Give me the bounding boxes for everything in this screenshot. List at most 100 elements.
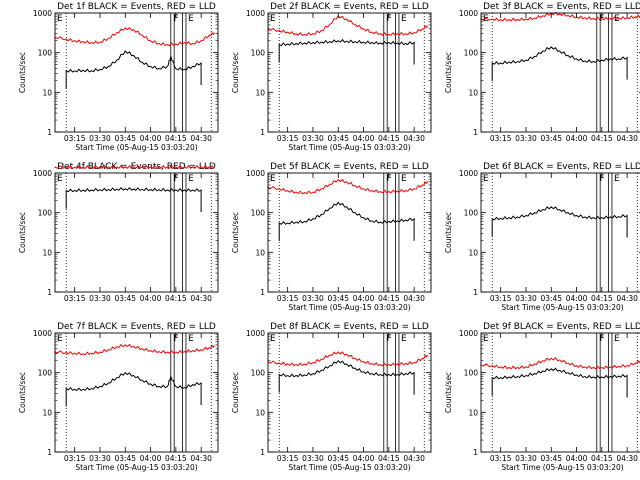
flag-label: E — [614, 174, 620, 184]
plot-frame — [54, 12, 219, 133]
x-tick-label: 04:00 — [566, 294, 588, 303]
x-tick-label: 04:30 — [616, 454, 638, 463]
x-tick-label: 04:30 — [403, 454, 425, 463]
y-tick-label: 1000 — [33, 9, 52, 18]
panel-title: Det 7f BLACK = Events, RED = LLD — [57, 322, 216, 332]
x-tick-label: 04:15 — [591, 294, 613, 303]
x-tick-label: 04:30 — [403, 134, 425, 143]
flag-label: E — [57, 334, 63, 344]
flag-label: F — [173, 14, 178, 24]
y-tick-label: 100 — [251, 49, 266, 58]
y-axis-label: Counts/sec — [18, 52, 27, 93]
y-tick-label: 100 — [38, 49, 53, 58]
x-tick-label: 04:30 — [616, 134, 638, 143]
y-tick-label: 10 — [255, 248, 265, 257]
series-events — [278, 359, 415, 395]
y-axis-label: Counts/sec — [231, 52, 240, 93]
panel-det-4f: Det 4f BLACK = Events, RED = LLDCounts/s… — [18, 162, 219, 303]
y-tick-label: 1000 — [33, 169, 52, 178]
y-axis-label: Counts/sec — [231, 212, 240, 253]
flag-label: F — [599, 174, 604, 184]
x-tick-label: 03:30 — [302, 134, 324, 143]
x-tick-label: 04:00 — [566, 454, 588, 463]
y-axis-label: Counts/sec — [444, 372, 453, 413]
x-tick-label: 03:45 — [327, 134, 349, 143]
x-tick-label: 03:30 — [89, 134, 111, 143]
x-tick-label: 03:15 — [277, 454, 299, 463]
series-lld — [54, 343, 216, 356]
panel-det-9f: Det 9f BLACK = Events, RED = LLD Counts/s… — [444, 322, 640, 472]
y-tick-label: 100 — [464, 49, 479, 58]
x-axis-label: Start Time (05-Aug-15 03:03:20) — [501, 303, 623, 312]
y-tick-label: 1 — [47, 288, 52, 297]
series-events — [278, 201, 415, 241]
flag-label: E — [188, 14, 194, 24]
x-tick-label: 03:30 — [89, 454, 111, 463]
series-events — [65, 371, 202, 407]
flag-label: F — [386, 334, 391, 344]
x-axis-label: Start Time (05-Aug-15 03:03:20) — [75, 463, 197, 472]
panel-det-8f: Det 8f BLACK = Events, RED = LLD Counts/s… — [231, 322, 432, 472]
flag-label: E — [188, 174, 194, 184]
y-tick-label: 100 — [251, 209, 266, 218]
flag-label: E — [57, 14, 63, 24]
y-tick-label: 1000 — [459, 169, 478, 178]
flag-label: F — [173, 174, 178, 184]
panel-det-2f: Det 2f BLACK = Events, RED = LLD Counts/s… — [231, 2, 432, 152]
panel-det-7f: Det 7f BLACK = Events, RED = LLD Counts/s… — [18, 322, 219, 472]
x-axis-label: Start Time (05-Aug-15 03:03:20) — [288, 143, 410, 152]
x-tick-label: 03:15 — [277, 134, 299, 143]
x-tick-label: 03:15 — [490, 454, 512, 463]
y-tick-label: 100 — [464, 209, 479, 218]
x-tick-label: 03:30 — [515, 294, 537, 303]
series-events — [65, 186, 202, 213]
plot-frame — [480, 12, 640, 133]
flag-label: F — [386, 14, 391, 24]
x-tick-label: 03:30 — [302, 454, 324, 463]
flag-label: F — [173, 334, 178, 344]
flag-label: E — [270, 14, 276, 24]
x-axis-label: Start Time (05-Aug-15 03:03:20) — [288, 303, 410, 312]
plot-frame — [267, 332, 432, 453]
y-tick-label: 10 — [468, 248, 478, 257]
plot-frame — [267, 172, 432, 293]
y-axis-label: Counts/sec — [444, 52, 453, 93]
series-events — [278, 38, 415, 65]
y-tick-label: 10 — [468, 408, 478, 417]
y-tick-label: 100 — [251, 369, 266, 378]
x-tick-label: 04:30 — [403, 294, 425, 303]
x-tick-label: 03:15 — [64, 294, 86, 303]
panel-det-5f: Det 5f BLACK = Events, RED = LLD Counts/s… — [231, 162, 432, 312]
panel-det-1f: Det 1f BLACK = Events, RED = LLD Counts/s… — [18, 2, 219, 152]
y-axis-label: Counts/sec — [444, 212, 453, 253]
y-tick-label: 1000 — [459, 329, 478, 338]
x-tick-label: 04:30 — [190, 454, 212, 463]
series-lld — [480, 357, 640, 370]
panel-title: Det 6f BLACK = Events, RED = LLD — [483, 162, 640, 172]
flag-label: E — [614, 334, 620, 344]
series-events — [491, 206, 628, 238]
flag-label: E — [483, 334, 489, 344]
y-tick-label: 1 — [473, 448, 478, 457]
series-lld — [267, 178, 429, 195]
panel-title: Det 8f BLACK = Events, RED = LLD — [270, 322, 429, 332]
y-tick-label: 10 — [42, 88, 52, 97]
flag-label: F — [599, 334, 604, 344]
flag-label: E — [188, 334, 194, 344]
flag-label: E — [401, 14, 407, 24]
y-tick-label: 10 — [255, 88, 265, 97]
plot-frame — [480, 172, 640, 293]
x-tick-label: 04:15 — [591, 134, 613, 143]
x-axis-label: Start Time (05-Aug-15 03:03:20) — [288, 463, 410, 472]
x-tick-label: 04:30 — [190, 294, 212, 303]
panel-title: Det 3f BLACK = Events, RED = LLD — [483, 2, 640, 12]
x-tick-label: 03:45 — [114, 134, 136, 143]
y-tick-label: 1000 — [246, 169, 265, 178]
x-tick-label: 03:15 — [64, 454, 86, 463]
x-tick-label: 04:15 — [591, 454, 613, 463]
x-tick-label: 04:15 — [165, 134, 187, 143]
x-tick-label: 04:00 — [140, 454, 162, 463]
series-lld — [267, 351, 429, 367]
y-tick-label: 1 — [47, 448, 52, 457]
